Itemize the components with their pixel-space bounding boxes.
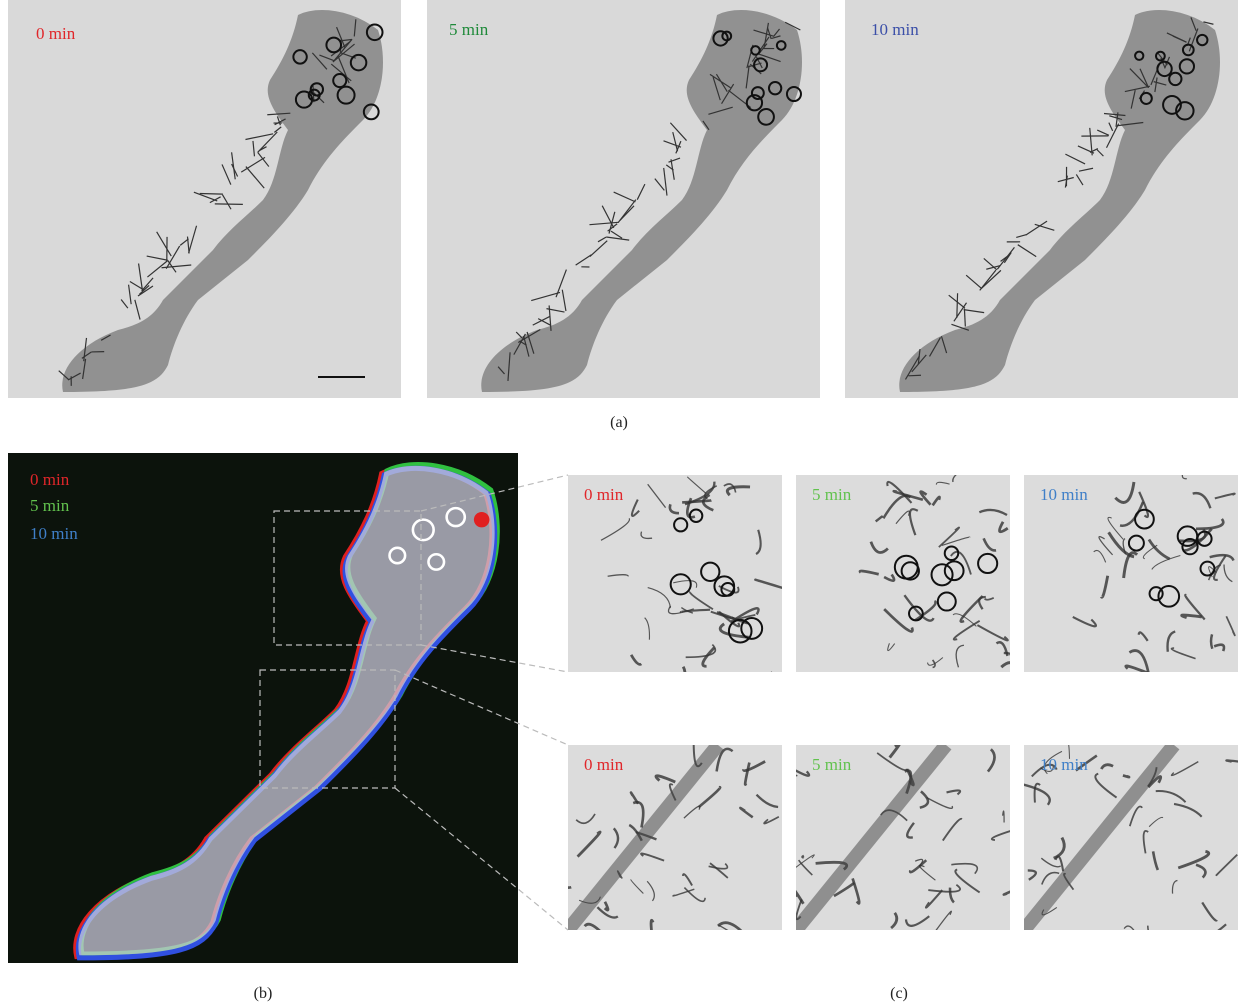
time-label: 5 min [812, 755, 851, 775]
time-label: 10 min [1040, 485, 1088, 505]
time-label: 5 min [812, 485, 851, 505]
time-label: 10 min [1040, 755, 1088, 775]
time-label: 0 min [584, 485, 623, 505]
caption: (b) [254, 985, 273, 1003]
figure: 0 min 5 min 10 min (a) 0 min 5 min 10 mi… [0, 0, 1238, 1007]
caption: (c) [890, 985, 908, 1003]
time-label: 0 min [584, 755, 623, 775]
